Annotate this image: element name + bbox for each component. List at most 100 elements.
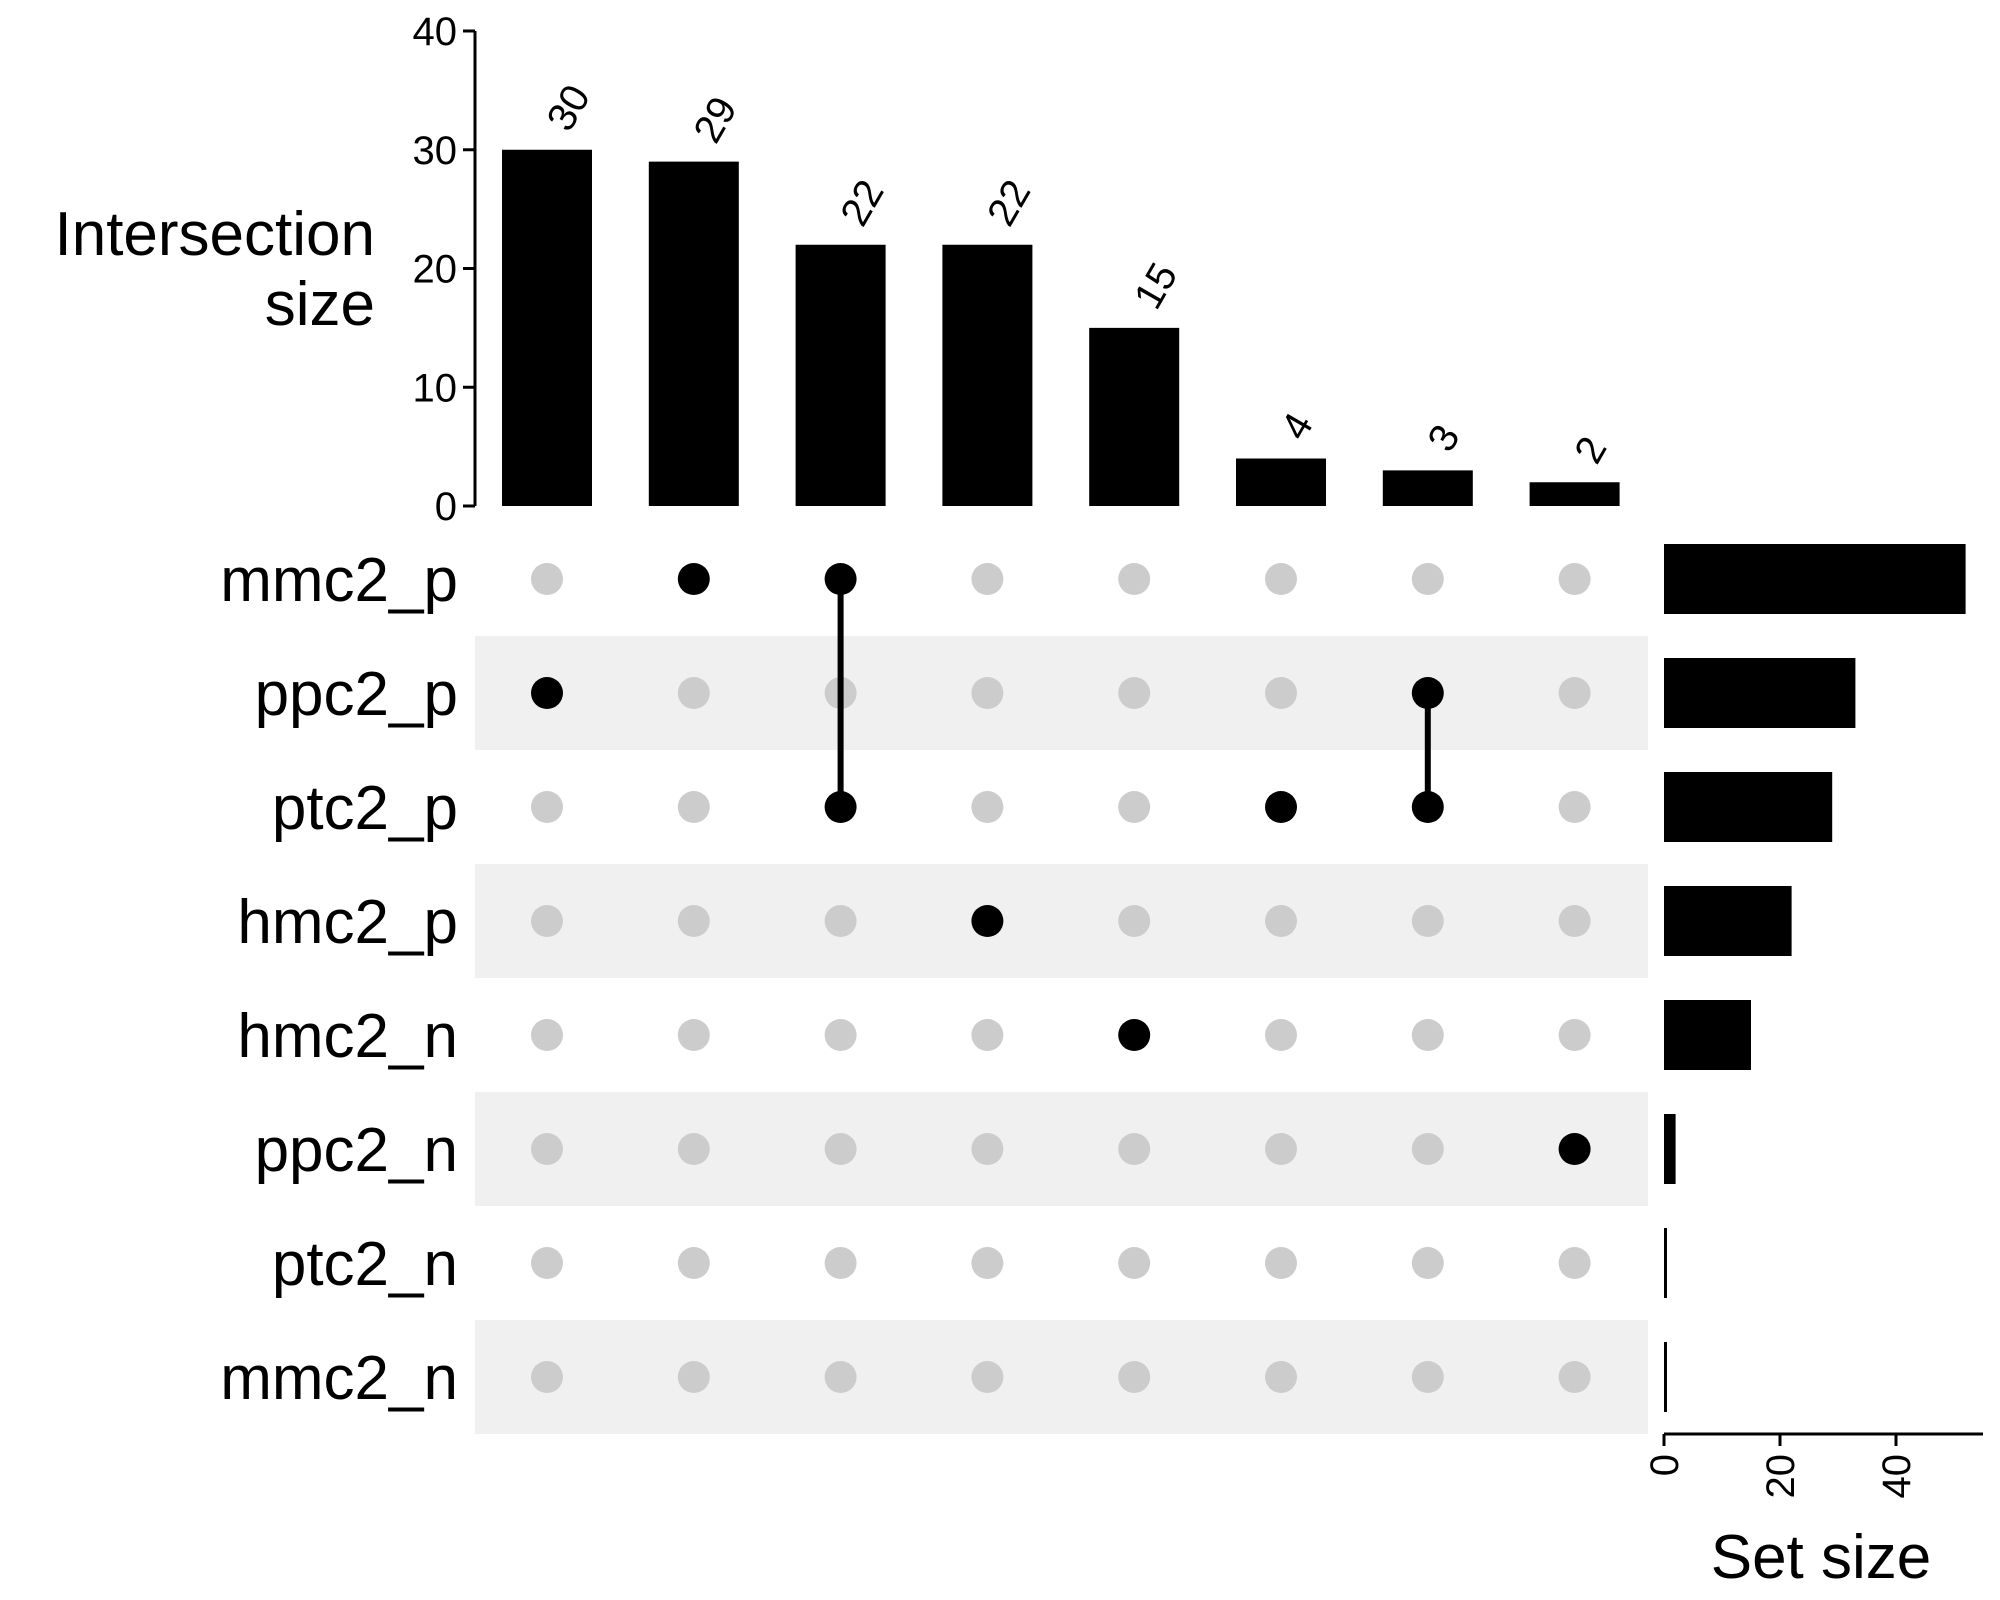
set-labels: mmc2_p ppc2_p ptc2_p hmc2_p hmc2_n ppc2_n ptc2…: [220, 546, 458, 1413]
matrix-dot-inactive: [677, 1133, 710, 1165]
matrix-dot-inactive: [971, 1247, 1004, 1279]
matrix-dot-inactive: [1558, 1361, 1591, 1393]
matrix-dot-inactive: [1265, 1247, 1297, 1279]
matrix-dot-inactive: [971, 677, 1004, 709]
matrix-dot-inactive: [677, 905, 710, 937]
matrix-dot-inactive: [1265, 905, 1297, 937]
set-label: ppc2_p: [255, 660, 458, 729]
matrix-dot-inactive: [677, 1019, 710, 1051]
intersection-bar-label: 30: [539, 78, 599, 139]
matrix-dot-active: [1558, 1133, 1591, 1165]
matrix-dot-inactive: [1118, 791, 1151, 823]
intersection-axis-tick-label: 40: [413, 10, 458, 54]
matrix-dot-inactive: [824, 905, 857, 937]
matrix-dot-inactive: [1265, 563, 1297, 595]
matrix-dot-inactive: [531, 905, 563, 937]
matrix-dot-active: [971, 905, 1004, 937]
intersection-axis-tick-label: 0: [435, 485, 457, 529]
matrix-dot-active: [1118, 1019, 1151, 1051]
set-size-bar: [1664, 1228, 1667, 1298]
intersection-axis-title: Intersection size: [54, 200, 375, 339]
intersection-bar: [1236, 458, 1326, 506]
matrix-dot-inactive: [1411, 905, 1444, 937]
matrix-dots: [531, 563, 1591, 1393]
matrix-dot-inactive: [1265, 1361, 1297, 1393]
matrix-dot-active: [824, 791, 857, 823]
matrix-stripe: [475, 1320, 1648, 1434]
intersection-axis-title-line-2: size: [265, 270, 375, 339]
matrix-dot-inactive: [971, 1133, 1004, 1165]
matrix-dot-active: [1411, 677, 1444, 709]
matrix-dot-inactive: [1558, 563, 1591, 595]
set-label: hmc2_p: [237, 888, 458, 957]
intersection-bar: [1089, 327, 1180, 506]
matrix-dot-inactive: [1558, 1019, 1591, 1051]
intersection-axis-tick-label: 20: [413, 248, 458, 292]
set-size-axis-tick-label: 40: [1875, 1454, 1919, 1499]
set-size-bar: [1664, 772, 1833, 842]
matrix-dot-active: [677, 563, 710, 595]
matrix-dot-inactive: [1411, 1361, 1444, 1393]
intersection-bar-label: 2: [1566, 429, 1615, 470]
matrix-stripe: [475, 864, 1648, 978]
intersection-bar-label: 4: [1273, 406, 1322, 447]
intersection-bar: [1382, 470, 1473, 506]
intersection-bars: [502, 149, 1620, 506]
set-size-bar: [1664, 886, 1792, 956]
set-label: ptc2_p: [272, 774, 458, 843]
matrix-dot-inactive: [1558, 791, 1591, 823]
intersection-axis-tick-label: 10: [413, 366, 458, 410]
matrix-dot-inactive: [531, 791, 563, 823]
matrix-dot-inactive: [1118, 1247, 1151, 1279]
intersection-size-axis: 0 10 20 30 40: [413, 10, 477, 529]
matrix-dot-inactive: [677, 1247, 710, 1279]
matrix-dot-inactive: [1411, 1133, 1444, 1165]
intersection-bar: [942, 244, 1033, 506]
matrix-dot-inactive: [531, 1019, 563, 1051]
matrix-dot-inactive: [1411, 1019, 1444, 1051]
intersection-bar: [648, 161, 739, 506]
matrix-dot-active: [824, 563, 857, 595]
set-label: ptc2_n: [272, 1230, 458, 1299]
set-size-axis-tick-label: 0: [1643, 1454, 1687, 1476]
matrix-dot-inactive: [531, 563, 563, 595]
matrix-dot-inactive: [531, 1247, 563, 1279]
matrix-dot-inactive: [1265, 677, 1297, 709]
matrix-dot-inactive: [1118, 563, 1151, 595]
set-size-bar: [1664, 1114, 1676, 1184]
matrix-dot-active: [531, 677, 563, 709]
matrix-dot-inactive: [677, 677, 710, 709]
intersection-bar: [795, 244, 886, 506]
matrix-dot-inactive: [677, 791, 710, 823]
set-size-bars: [1664, 544, 1966, 1412]
set-label: ppc2_n: [255, 1116, 458, 1185]
matrix-dot-inactive: [1118, 677, 1151, 709]
matrix-dot-inactive: [531, 1361, 563, 1393]
matrix-dot-inactive: [1558, 677, 1591, 709]
set-label: hmc2_n: [237, 1002, 458, 1071]
matrix-dot-inactive: [1265, 1133, 1297, 1165]
matrix-dot-inactive: [824, 1361, 857, 1393]
intersection-bar: [502, 149, 592, 506]
set-size-bar: [1664, 658, 1856, 728]
set-label: mmc2_n: [220, 1344, 458, 1413]
matrix-dot-inactive: [1118, 1133, 1151, 1165]
intersection-axis-tick-label: 30: [413, 129, 458, 173]
intersection-bar-label: 22: [832, 173, 892, 234]
matrix-stripe: [475, 636, 1648, 750]
set-size-axis-tick-label: 20: [1759, 1454, 1803, 1499]
set-size-bar: [1664, 1000, 1751, 1070]
intersection-axis-title-line-1: Intersection: [54, 200, 375, 269]
matrix-stripe: [475, 1092, 1648, 1206]
matrix-dot-active: [1411, 791, 1444, 823]
set-label: mmc2_p: [220, 546, 458, 615]
matrix-dot-inactive: [1558, 1247, 1591, 1279]
matrix-dot-inactive: [1265, 1019, 1297, 1051]
matrix-dot-inactive: [1411, 563, 1444, 595]
matrix-dot-inactive: [1118, 905, 1151, 937]
matrix-dot-inactive: [1118, 1361, 1151, 1393]
matrix-dot-inactive: [824, 1019, 857, 1051]
matrix-dot-inactive: [971, 1019, 1004, 1051]
intersection-bar: [1529, 482, 1620, 506]
